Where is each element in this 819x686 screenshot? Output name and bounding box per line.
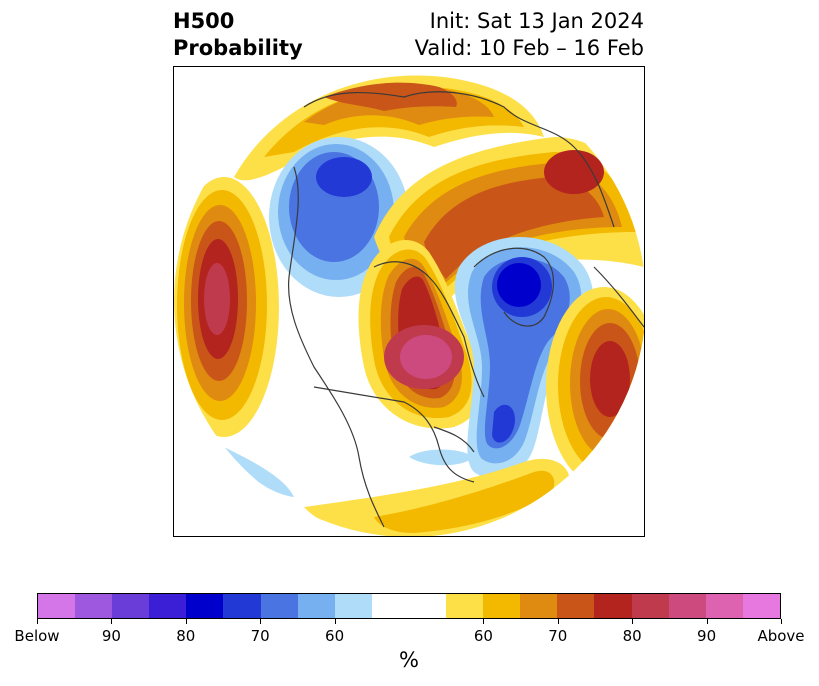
colorbar-tick-mark [781,619,782,624]
colorbar-segment [112,594,150,618]
colorbar-tick-mark [557,619,559,624]
colorbar-segment [742,594,780,618]
colorbar-tick-mark [37,619,38,624]
colorbar-tick-label: Below [14,627,60,645]
colorbar-tick-mark [334,619,336,624]
colorbar-unit: % [399,648,419,672]
colorbar-tick-mark [706,619,708,624]
colorbar-segment [186,594,224,618]
colorbar-tick-label: 60 [473,627,493,645]
colorbar-segment [705,594,743,618]
colorbar-tick-mark [483,619,485,624]
coastlines [287,91,644,528]
colorbar-tick-label: 80 [176,627,196,645]
colorbar-segment [408,594,447,618]
colorbar-segment [334,594,372,618]
colorbar [37,593,781,619]
colorbar-segment [557,594,595,618]
colorbar-tick-label: 90 [697,627,717,645]
colorbar-tick-label: 90 [101,627,121,645]
colorbar-tick-label: Above [757,627,805,645]
init-date: Init: Sat 13 Jan 2024 [429,9,644,33]
valid-period: Valid: 10 Feb – 16 Feb [414,36,644,60]
forecast-dates: Init: Sat 13 Jan 2024 Valid: 10 Feb – 16… [415,8,644,62]
colorbar-segment [149,594,187,618]
colorbar-tick-label: 70 [548,627,568,645]
colorbar-segment [38,594,76,618]
colorbar-segment [371,594,409,618]
colorbar-tick-mark [260,619,262,624]
colorbar-tick-mark [632,619,634,624]
colorbar-tick-mark [185,619,187,624]
colorbar-tick-mark [111,619,113,624]
polar-map [173,66,645,537]
title-variable: H500 [173,9,235,33]
colorbar-segment [631,594,669,618]
colorbar-segment [594,594,632,618]
colorbar-segment [483,594,521,618]
colorbar-segment [223,594,261,618]
probability-field [174,67,644,536]
colorbar-segment [297,594,335,618]
colorbar-segment [75,594,113,618]
chart-title: H500 Probability [173,8,303,62]
colorbar-segment [260,594,298,618]
colorbar-tick-label: 60 [325,627,345,645]
colorbar-segment [520,594,558,618]
colorbar-segment [446,594,484,618]
title-quantity: Probability [173,36,303,60]
probability-map-svg [174,67,644,536]
colorbar-tick-label: 80 [622,627,642,645]
colorbar-segment [668,594,706,618]
colorbar-tick-label: 70 [250,627,270,645]
